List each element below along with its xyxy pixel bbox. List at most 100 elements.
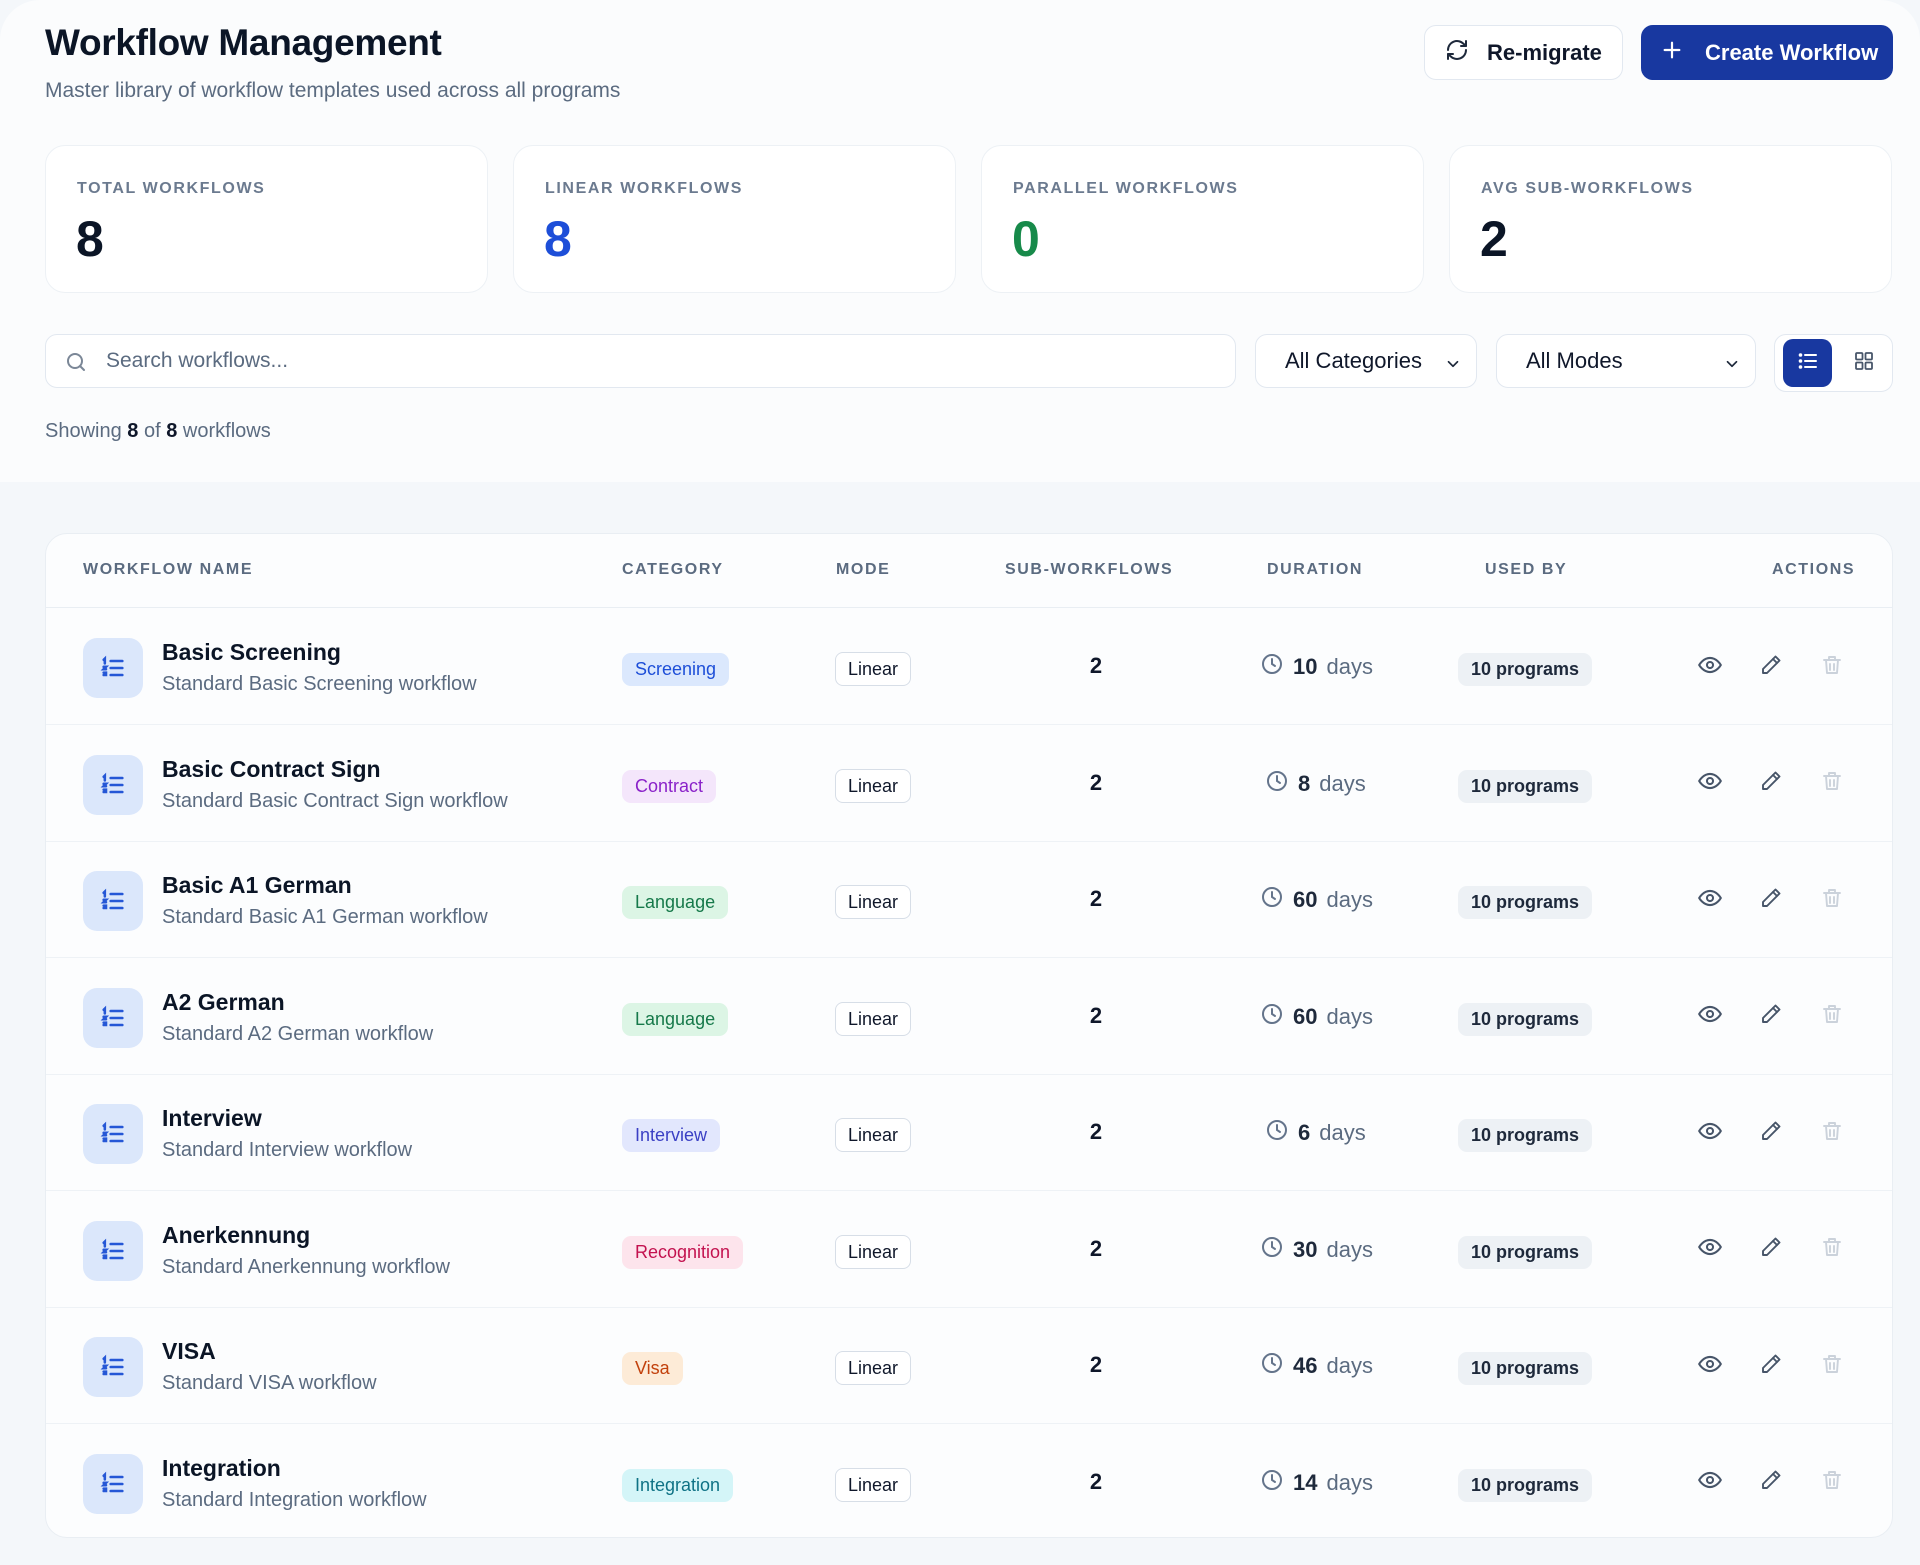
- stat-value: 2: [1480, 211, 1508, 267]
- workflow-name[interactable]: A2 German: [162, 988, 285, 1015]
- workflow-name[interactable]: Basic Contract Sign: [162, 755, 381, 782]
- edit-button[interactable]: [1757, 1119, 1785, 1147]
- edit-button[interactable]: [1757, 1352, 1785, 1380]
- edit-button[interactable]: [1757, 1236, 1785, 1264]
- plus-icon: [1661, 39, 1683, 67]
- table-row[interactable]: VISA Standard VISA workflow Visa Linear 2 46 d…: [46, 1308, 1892, 1424]
- grid-view-button[interactable]: [1839, 339, 1888, 387]
- mode-badge: Linear: [835, 1351, 912, 1385]
- mode-badge: Linear: [835, 1234, 912, 1269]
- duration-unit: days: [1326, 654, 1373, 679]
- workflow-name[interactable]: Interview: [162, 1105, 262, 1131]
- delete-button[interactable]: [1818, 1119, 1846, 1147]
- view-button[interactable]: [1696, 1236, 1724, 1264]
- used-by-badge: 10 programs: [1458, 1468, 1593, 1502]
- view-button[interactable]: [1696, 653, 1724, 681]
- mode-select[interactable]: All Modes: [1496, 334, 1756, 388]
- sub-workflows-count: 2: [1089, 1352, 1103, 1377]
- workflow-name[interactable]: Anerkennung: [162, 1221, 311, 1248]
- category-select[interactable]: All Categories: [1255, 334, 1477, 388]
- view-button[interactable]: [1696, 1119, 1724, 1147]
- used-by-badge: 10 programs: [1458, 886, 1593, 919]
- search-input[interactable]: [106, 345, 1206, 377]
- duration-unit: days: [1326, 1003, 1373, 1029]
- eye-icon: [1697, 1234, 1723, 1265]
- duration: 8 days: [1265, 769, 1366, 799]
- edit-button[interactable]: [1757, 770, 1785, 798]
- clock-icon: [1260, 1468, 1284, 1498]
- table-row[interactable]: Basic Contract Sign Standard Basic Contra…: [46, 726, 1892, 842]
- table-row[interactable]: Integration Standard Integration workflow…: [46, 1425, 1892, 1538]
- edit-button[interactable]: [1757, 1469, 1785, 1497]
- table-row[interactable]: Anerkennung Standard Anerkennung workflow…: [46, 1192, 1892, 1308]
- pencil-icon: [1759, 1468, 1783, 1497]
- clock-icon: [1260, 1351, 1284, 1381]
- delete-button[interactable]: [1818, 886, 1846, 914]
- view-toggle: [1774, 334, 1893, 392]
- used-by-badge: 10 programs: [1458, 653, 1593, 686]
- duration-days: 6: [1298, 1120, 1311, 1145]
- delete-button[interactable]: [1818, 1469, 1846, 1497]
- duration-unit: days: [1326, 1353, 1373, 1378]
- header-area: Workflow Management Master library of wo…: [0, 0, 1920, 482]
- list-ordered-icon: [83, 871, 143, 931]
- header-used-by: USED BY: [1485, 561, 1568, 578]
- mode-badge: Linear: [835, 768, 912, 803]
- view-button[interactable]: [1696, 1352, 1724, 1380]
- pencil-icon: [1759, 1002, 1783, 1031]
- duration-days: 14: [1293, 1469, 1318, 1495]
- edit-button[interactable]: [1757, 886, 1785, 914]
- workflow-description: Standard Integration workflow: [162, 1488, 427, 1511]
- sub-workflows-count: 2: [1089, 1119, 1103, 1144]
- view-button[interactable]: [1696, 1469, 1724, 1497]
- duration-days: 60: [1293, 887, 1318, 912]
- category-badge: Visa: [622, 1352, 683, 1385]
- table-row[interactable]: Interview Standard Interview workflow Inte…: [46, 1075, 1892, 1191]
- delete-button[interactable]: [1818, 653, 1846, 681]
- delete-button[interactable]: [1818, 1352, 1846, 1380]
- delete-button[interactable]: [1818, 770, 1846, 798]
- edit-button[interactable]: [1757, 1003, 1785, 1031]
- list-view-icon: [1796, 349, 1820, 378]
- stat-card-parallel: PARALLEL WORKFLOWS 0: [981, 145, 1424, 293]
- remigrate-button[interactable]: Re-migrate: [1424, 25, 1623, 80]
- category-badge: Contract: [622, 769, 717, 803]
- search-box: [45, 334, 1236, 388]
- header-mode: MODE: [836, 561, 891, 578]
- list-view-button[interactable]: [1783, 339, 1832, 387]
- table-row[interactable]: Basic Screening Standard Basic Screening …: [46, 609, 1892, 725]
- clock-icon: [1265, 1118, 1289, 1148]
- sub-workflows-count: 2: [1089, 1002, 1103, 1028]
- table-row[interactable]: Basic A1 German Standard Basic A1 German …: [46, 842, 1892, 958]
- stat-label: TOTAL WORKFLOWS: [77, 180, 266, 197]
- view-button[interactable]: [1696, 770, 1724, 798]
- workflow-name[interactable]: Basic A1 German: [162, 872, 352, 898]
- view-button[interactable]: [1696, 1003, 1724, 1031]
- sub-workflows-count: 2: [1089, 1468, 1103, 1494]
- stat-card-linear: LINEAR WORKFLOWS 8: [513, 145, 956, 293]
- duration-unit: days: [1326, 1236, 1373, 1262]
- duration-days: 8: [1298, 770, 1311, 796]
- stat-label: AVG SUB-WORKFLOWS: [1481, 180, 1694, 197]
- workflow-name[interactable]: VISA: [162, 1338, 216, 1364]
- table-row[interactable]: A2 German Standard A2 German workflow Lang…: [46, 959, 1892, 1075]
- edit-button[interactable]: [1757, 653, 1785, 681]
- duration: 30 days: [1260, 1235, 1373, 1265]
- list-ordered-icon: [83, 1220, 143, 1281]
- eye-icon: [1697, 1001, 1723, 1032]
- mode-badge: Linear: [835, 1118, 912, 1152]
- header-category: CATEGORY: [622, 561, 724, 578]
- category-select-value: All Categories: [1285, 348, 1422, 373]
- used-by-badge: 10 programs: [1458, 1119, 1593, 1152]
- trash-icon: [1820, 1468, 1844, 1497]
- used-by-badge: 10 programs: [1458, 1235, 1593, 1269]
- create-workflow-button[interactable]: Create Workflow: [1641, 25, 1893, 80]
- view-button[interactable]: [1696, 886, 1724, 914]
- delete-button[interactable]: [1818, 1236, 1846, 1264]
- workflow-name[interactable]: Basic Screening: [162, 639, 341, 665]
- workflow-name[interactable]: Integration: [162, 1454, 281, 1481]
- delete-button[interactable]: [1818, 1003, 1846, 1031]
- duration-unit: days: [1319, 1120, 1366, 1145]
- workflow-description: Standard Anerkennung workflow: [162, 1255, 450, 1278]
- duration: 6 days: [1265, 1118, 1366, 1148]
